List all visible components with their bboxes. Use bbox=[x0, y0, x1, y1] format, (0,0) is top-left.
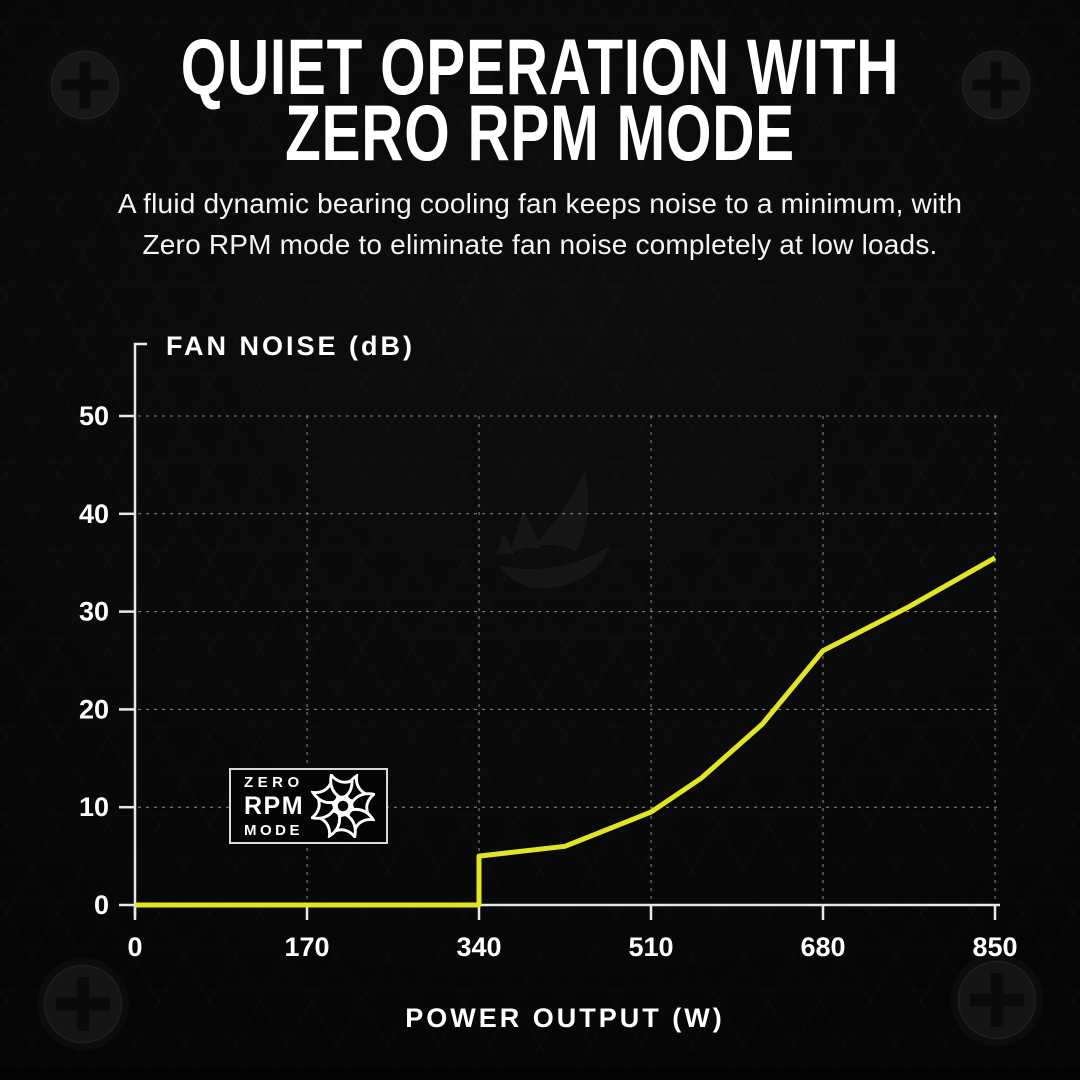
fan-icon bbox=[311, 774, 376, 838]
badge-line-mode: MODE bbox=[244, 821, 303, 839]
screw-icon-bottom-left bbox=[36, 957, 130, 1051]
screw-icon-top-left bbox=[44, 44, 126, 126]
phillips-cross-icon bbox=[972, 61, 1020, 109]
x-tick-label-850: 850 bbox=[972, 932, 1017, 962]
corsair-sails-logo bbox=[495, 468, 610, 589]
zero-rpm-badge: ZERO RPM MODE bbox=[229, 768, 388, 844]
bottom-edge-strip bbox=[0, 1067, 1080, 1080]
x-tick-label-0: 0 bbox=[127, 932, 142, 962]
x-axis-title: POWER OUTPUT (W) bbox=[405, 1003, 724, 1033]
fan-hub bbox=[334, 797, 352, 815]
x-tick-label-510: 510 bbox=[628, 932, 673, 962]
x-tick-label-680: 680 bbox=[800, 932, 845, 962]
phillips-cross-icon bbox=[61, 61, 109, 109]
page-title: QUIET OPERATION WITH ZERO RPM MODE bbox=[140, 27, 939, 172]
zero-rpm-badge-text: ZERO RPM MODE bbox=[244, 775, 304, 838]
page-subtitle: A fluid dynamic bearing cooling fan keep… bbox=[0, 183, 1080, 265]
y-axis-title: FAN NOISE (dB) bbox=[166, 331, 415, 361]
subtitle-line-1: A fluid dynamic bearing cooling fan keep… bbox=[117, 188, 963, 219]
x-tick-label-340: 340 bbox=[456, 932, 501, 962]
screw-icon-bottom-right bbox=[950, 953, 1044, 1047]
y-tick-label-0: 0 bbox=[94, 890, 109, 920]
x-tick-label-170: 170 bbox=[284, 932, 329, 962]
y-tick-label-40: 40 bbox=[79, 499, 109, 529]
subtitle-line-2: Zero RPM mode to eliminate fan noise com… bbox=[142, 229, 938, 260]
phillips-cross-icon bbox=[970, 973, 1024, 1027]
badge-line-zero: ZERO bbox=[244, 773, 304, 791]
y-tick-label-50: 50 bbox=[79, 401, 109, 431]
y-tick-label-20: 20 bbox=[79, 694, 109, 724]
y-tick-label-30: 30 bbox=[79, 597, 109, 627]
phillips-cross-icon bbox=[56, 977, 110, 1031]
title-line-1: QUIET OPERATION WITH bbox=[180, 22, 900, 111]
screw-icon-top-right bbox=[955, 44, 1037, 126]
badge-line-rpm: RPM bbox=[244, 791, 305, 820]
series-line-0 bbox=[135, 555, 997, 908]
title-line-2: ZERO RPM MODE bbox=[285, 88, 795, 177]
y-tick-label-10: 10 bbox=[79, 792, 109, 822]
